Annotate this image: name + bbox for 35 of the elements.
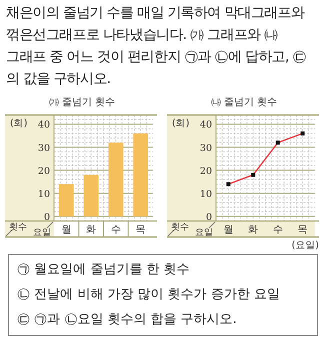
y-tick-label: 30 [38,142,50,154]
y-tick-label: 10 [38,188,50,200]
x-tick-label: 목 [298,224,308,236]
text: 요일 [33,228,51,238]
y-tick-label: 10 [200,188,212,200]
y-tick-label: 40 [200,120,212,131]
y-axis-title: (회) [172,118,190,129]
y-tick-label: 20 [38,166,50,177]
y-tick-label: 0 [44,212,50,223]
chart-title: ㈎ 줄넘기 횟수 [48,97,116,108]
bar [133,133,148,216]
text: 요일 [195,228,213,238]
x-tick-label: 화 [86,224,96,236]
bar [108,142,124,216]
x-tick-label: 수 [110,224,121,236]
x-tick-label: 화 [248,224,258,236]
text: 횟수 [9,222,27,232]
text: ㉢ ㉠과 ㉡요일 횟수의 합을 구하시오. [17,311,238,329]
bar [84,174,99,216]
x-tick-label: 목 [136,224,146,236]
y-tick-label: 40 [38,120,50,131]
text: 채은이의 줄넘기 수를 매일 기록하여 막대그래프와 꺾은선그래프로 나타냈습니다. ㈎ 그래프와 ㈏ 그래프 중 어느 것이 편리한지 ㉠과 ㉡에 답하고, ㉢의 값을 구하시오. [6,4,307,89]
y-tick-label: 20 [200,166,212,177]
x-tick-label: 월 [61,224,72,236]
y-tick-label: 0 [206,212,212,223]
y-tick-label: 30 [200,142,212,154]
x-axis-title: (요일) [292,240,319,251]
text: ㉡ 전날에 비해 가장 많이 횟수가 증가한 요일 [17,286,281,304]
y-axis-title: (회) [10,118,28,129]
text: 횟수 [171,222,189,232]
bar [58,184,74,216]
text: ㉠ 월요일에 줄넘기를 한 횟수 [17,261,191,279]
chart-title: ㈏ 줄넘기 횟수 [210,97,278,108]
x-tick-label: 수 [272,224,283,236]
x-tick-label: 월 [223,224,234,236]
